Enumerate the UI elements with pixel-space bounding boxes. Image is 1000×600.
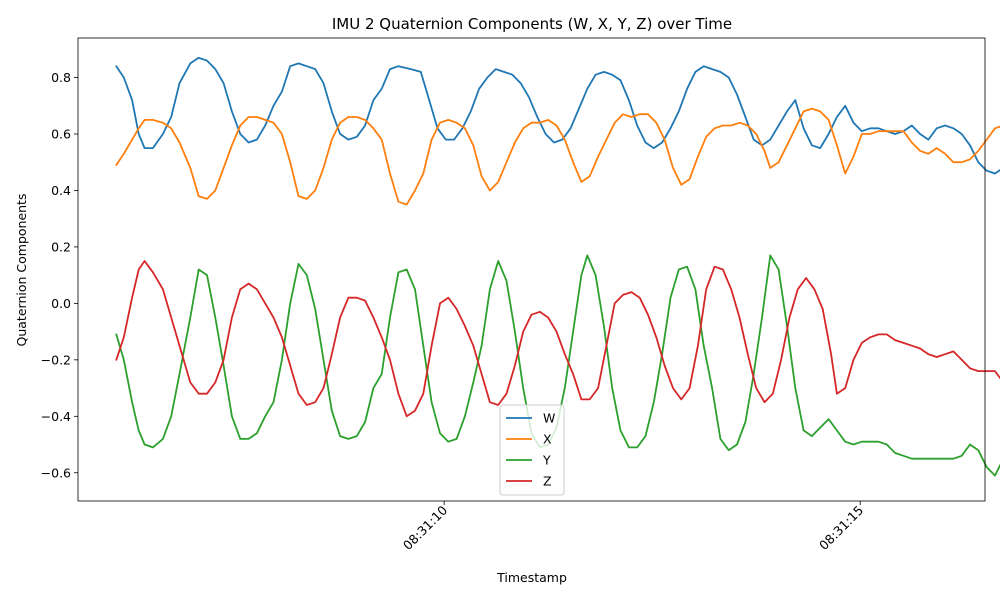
x-tick-label: 08:31:10: [400, 502, 450, 552]
x-tick-label: 08:31:15: [816, 503, 866, 553]
legend-label-w: W: [543, 411, 555, 426]
y-tick-label: 0.2: [51, 239, 71, 254]
y-tick-label: 0.6: [51, 126, 71, 141]
y-tick-label: 0.8: [51, 70, 71, 85]
x-axis: 08:31:10 08:31:15: [400, 501, 866, 553]
y-tick-label: −0.4: [41, 409, 71, 424]
y-tick-label: 0.0: [51, 296, 71, 311]
y-axis: −0.6 −0.4 −0.2 0.0 0.2 0.4 0.6 0.8: [41, 70, 78, 480]
y-axis-label: Quaternion Components: [14, 194, 29, 347]
legend-label-y: Y: [542, 453, 551, 468]
series-layer: [115, 56, 1000, 477]
plot-frame: [77, 37, 986, 502]
series-line-z: [115, 260, 1000, 418]
y-tick-label: −0.6: [41, 465, 71, 480]
y-tick-label: 0.4: [51, 183, 71, 198]
y-tick-label: −0.2: [41, 352, 71, 367]
legend-label-z: Z: [543, 474, 552, 489]
x-axis-label: Timestamp: [496, 570, 567, 585]
legend-box: [499, 404, 565, 496]
chart-title: IMU 2 Quaternion Components (W, X, Y, Z)…: [332, 15, 732, 33]
series-line-y: [115, 254, 1000, 477]
series-line-x: [115, 107, 1000, 206]
legend-label-x: X: [543, 432, 552, 447]
series-line-w: [115, 56, 1000, 175]
